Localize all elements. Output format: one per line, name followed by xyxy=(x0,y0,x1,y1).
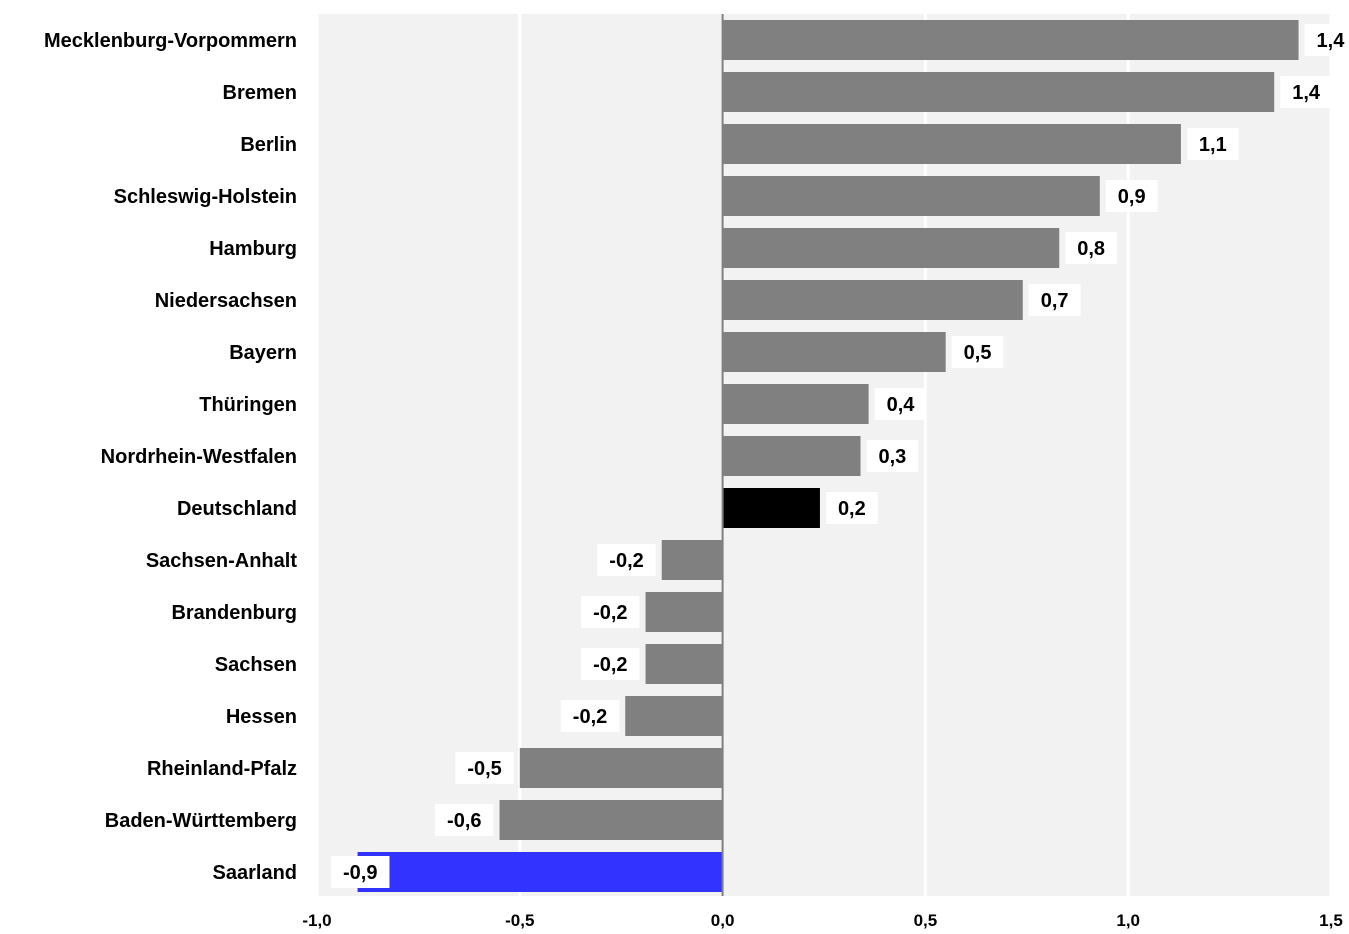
data-label: 1,4 xyxy=(1317,30,1346,52)
x-tick-label: 0,5 xyxy=(914,911,938,930)
data-label-box xyxy=(874,388,927,420)
data-label-group: -0,5 xyxy=(455,752,514,784)
category-label: Brandenburg xyxy=(171,602,297,624)
category-label: Thüringen xyxy=(199,394,297,416)
data-label: 1,4 xyxy=(1292,82,1321,104)
data-label-group: 0,8 xyxy=(1065,232,1118,264)
data-label-group: 0,2 xyxy=(825,492,878,524)
bar xyxy=(722,228,1060,268)
data-label-group: -0,9 xyxy=(331,856,390,888)
data-label: 0,5 xyxy=(964,342,992,364)
x-tick-label: -1,0 xyxy=(302,911,331,930)
bar xyxy=(722,436,861,476)
data-label-box xyxy=(1065,232,1118,264)
data-label-box xyxy=(825,492,878,524)
data-label: -0,5 xyxy=(467,758,501,780)
data-label-box xyxy=(455,752,514,784)
category-label: Sachsen xyxy=(215,654,297,676)
data-label-group: -0,2 xyxy=(560,700,620,732)
data-label-box xyxy=(1186,128,1239,160)
data-label: 0,7 xyxy=(1041,290,1069,312)
data-label-box xyxy=(597,544,656,576)
data-label-group: -0,2 xyxy=(581,648,640,680)
data-label-group: -0,6 xyxy=(435,804,494,836)
data-label-box xyxy=(1028,284,1081,316)
category-label: Hessen xyxy=(226,706,297,728)
data-label-group: 1,4 xyxy=(1304,24,1349,56)
data-label-box xyxy=(1280,76,1333,108)
bar xyxy=(722,384,869,424)
data-label-group: 1,4 xyxy=(1280,76,1333,108)
category-label: Berlin xyxy=(240,134,297,156)
data-label-box xyxy=(435,804,494,836)
x-tick-label: -0,5 xyxy=(505,911,534,930)
category-label: Niedersachsen xyxy=(155,290,297,312)
data-label-box xyxy=(866,440,919,472)
bar xyxy=(357,852,723,892)
data-label: -0,2 xyxy=(593,654,627,676)
bar xyxy=(722,332,946,372)
data-label-group: 0,4 xyxy=(874,388,927,420)
category-label: Hamburg xyxy=(209,238,297,260)
bar xyxy=(722,20,1299,60)
data-label-group: 0,3 xyxy=(866,440,919,472)
bar xyxy=(499,800,723,840)
data-label: -0,2 xyxy=(609,550,643,572)
category-label: Schleswig-Holstein xyxy=(114,186,297,208)
category-label: Mecklenburg-Vorpommern xyxy=(44,30,297,52)
category-label: Baden-Württemberg xyxy=(105,810,297,832)
bar xyxy=(722,124,1181,164)
data-label-box xyxy=(1304,24,1349,56)
bar xyxy=(722,176,1100,216)
bar xyxy=(645,592,723,632)
data-label: 0,9 xyxy=(1118,186,1146,208)
x-tick-label: 0,0 xyxy=(711,911,735,930)
data-label: 0,4 xyxy=(887,394,916,416)
category-label: Sachsen-Anhalt xyxy=(146,550,297,572)
data-label-group: -0,2 xyxy=(581,596,640,628)
category-label: Bayern xyxy=(229,342,297,364)
data-label-box xyxy=(331,856,390,888)
data-label: -0,6 xyxy=(447,810,481,832)
data-label: 0,2 xyxy=(838,498,866,520)
data-label-box xyxy=(560,700,620,732)
data-label-group: -0,2 xyxy=(597,544,656,576)
data-label-group: 1,1 xyxy=(1186,128,1239,160)
data-label: -0,9 xyxy=(343,862,377,884)
x-tick-label: 1,0 xyxy=(1116,911,1140,930)
bar xyxy=(722,488,820,528)
bar xyxy=(625,696,723,736)
category-label: Nordrhein-Westfalen xyxy=(101,446,297,468)
bar xyxy=(519,748,723,788)
data-labels: 1,4 1,4 1,1 0,9 0,8 0,7 0,5 0,4 0,3 0,2 -0,2 -0,2 -0… xyxy=(331,24,1349,888)
bar xyxy=(661,540,723,580)
data-label-group: 0,7 xyxy=(1028,284,1081,316)
bars xyxy=(357,20,1299,892)
bar xyxy=(722,280,1023,320)
category-label: Saarland xyxy=(213,862,297,884)
data-label: 1,1 xyxy=(1199,134,1227,156)
category-label: Deutschland xyxy=(177,498,297,520)
category-label: Bremen xyxy=(223,82,297,104)
data-label-group: 0,9 xyxy=(1105,180,1158,212)
category-label: Rheinland-Pfalz xyxy=(147,758,297,780)
data-label: 0,3 xyxy=(879,446,907,468)
x-tick-label: 1,5 xyxy=(1319,911,1343,930)
x-axis-tick-labels: -1,0 -0,5 0,0 0,5 1,0 1,5 xyxy=(302,911,1342,930)
category-labels: Mecklenburg-Vorpommern Bremen Berlin Schles… xyxy=(44,30,297,884)
data-label: -0,2 xyxy=(573,706,607,728)
data-label-box xyxy=(1105,180,1158,212)
bar xyxy=(722,72,1275,112)
data-label: 0,8 xyxy=(1077,238,1105,260)
data-label-box xyxy=(581,596,640,628)
bar xyxy=(645,644,723,684)
data-label-group: 0,5 xyxy=(951,336,1004,368)
data-label-box xyxy=(951,336,1004,368)
data-label: -0,2 xyxy=(593,602,627,624)
data-label-box xyxy=(581,648,640,680)
